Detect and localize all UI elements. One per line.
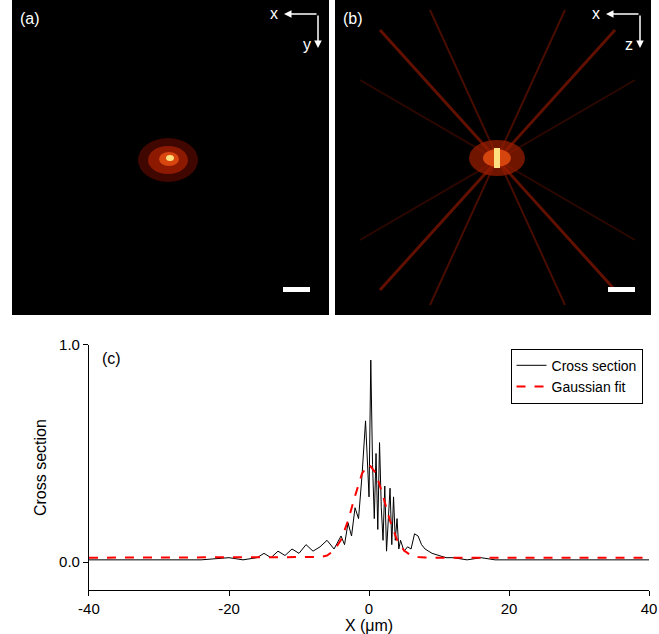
svg-text:(b): (b): [343, 10, 363, 27]
svg-text:0.0: 0.0: [59, 553, 80, 570]
svg-text:(a): (a): [20, 10, 40, 27]
svg-text:Gaussian fit: Gaussian fit: [552, 379, 626, 395]
svg-text:z: z: [625, 36, 633, 53]
svg-text:X (μm): X (μm): [345, 617, 393, 634]
svg-text:20: 20: [501, 600, 518, 617]
svg-text:-20: -20: [218, 600, 240, 617]
svg-text:x: x: [592, 5, 600, 22]
svg-text:Cross section: Cross section: [552, 358, 637, 374]
svg-text:x: x: [270, 5, 278, 22]
svg-text:1.0: 1.0: [59, 336, 80, 353]
svg-text:(c): (c): [102, 350, 121, 367]
svg-text:-40: -40: [78, 600, 100, 617]
svg-text:0: 0: [365, 600, 373, 617]
svg-text:Cross section: Cross section: [32, 419, 49, 516]
svg-text:40: 40: [641, 600, 658, 617]
svg-text:y: y: [303, 36, 311, 53]
